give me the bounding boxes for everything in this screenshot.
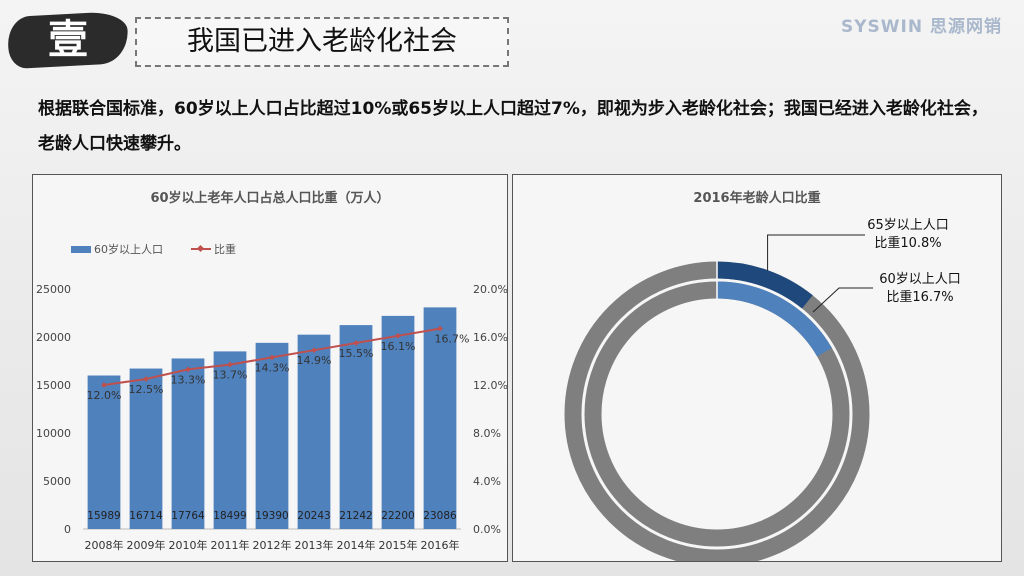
x-tick-label: 2012年 <box>253 538 292 552</box>
x-tick-label: 2009年 <box>127 538 166 552</box>
bar <box>423 307 457 529</box>
section-number: 壹 <box>48 16 88 63</box>
callout-60: 60岁以上人口 比重16.7% <box>865 271 975 307</box>
legend-bar-label: 60岁以上人口 <box>94 243 163 256</box>
y2-tick-label: 0.0% <box>473 523 501 536</box>
y-tick-label: 5000 <box>43 475 71 488</box>
ratio-point <box>395 332 401 339</box>
x-tick-label: 2016年 <box>421 538 460 552</box>
y2-tick-label: 8.0% <box>473 427 501 440</box>
bar <box>339 325 373 529</box>
ratio-value-label: 15.5% <box>339 347 374 360</box>
ratio-point <box>311 347 317 354</box>
ratio-value-label: 12.0% <box>87 389 122 402</box>
y-tick-label: 0 <box>64 523 71 536</box>
callout-60-line1: 60岁以上人口 <box>879 272 961 287</box>
bar-value-label: 18499 <box>213 510 246 522</box>
legend-line-swatch <box>191 248 211 250</box>
ratio-point <box>269 354 275 361</box>
bar-value-label: 22200 <box>381 510 414 522</box>
ratio-value-label: 13.3% <box>171 373 206 386</box>
x-tick-label: 2008年 <box>85 538 124 552</box>
ratio-value-label: 16.1% <box>381 340 416 353</box>
bar <box>381 315 415 529</box>
callout-65-line2: 比重10.8% <box>874 236 942 251</box>
ring-slice-65 <box>716 261 813 309</box>
bar-value-label: 20243 <box>297 510 330 522</box>
bar <box>87 375 121 529</box>
ring-background <box>564 261 870 561</box>
y2-tick-label: 12.0% <box>473 379 507 392</box>
bar <box>171 358 205 529</box>
ratio-value-label: 13.7% <box>213 369 248 382</box>
page-title: 我国已进入老龄化社会 <box>187 26 457 57</box>
ratio-value-label: 12.5% <box>129 383 164 396</box>
bar-value-label: 21242 <box>339 510 372 522</box>
x-tick-label: 2015年 <box>379 538 418 552</box>
y-tick-label: 10000 <box>36 427 71 440</box>
y-tick-label: 25000 <box>36 283 71 296</box>
legend-bar-swatch <box>71 245 91 253</box>
x-tick-label: 2011年 <box>211 538 250 552</box>
ratio-value-label: 14.3% <box>255 361 290 374</box>
callout-65: 65岁以上人口 比重10.8% <box>853 217 963 253</box>
donut-chart-title: 2016年老龄人口比重 <box>693 191 821 206</box>
x-tick-label: 2010年 <box>169 538 208 552</box>
leader-line-60 <box>812 287 873 313</box>
bar-chart-panel: 60岁以上老年人口占总人口比重（万人） 60岁以上人口 比重 0 5000 10000… <box>32 174 508 562</box>
ratio-point <box>185 366 191 373</box>
y2-tick-label: 16.0% <box>473 331 507 344</box>
callout-65-line1: 65岁以上人口 <box>867 218 949 233</box>
x-tick-label: 2013年 <box>295 538 334 552</box>
bar-chart-legend: 60岁以上人口 比重 <box>71 241 236 257</box>
ratio-value-label: 14.9% <box>297 354 332 367</box>
callout-60-line2: 比重16.7% <box>886 290 954 305</box>
intro-text: 根据联合国标准，60岁以上人口占比超过10%或65岁以上人口超过7%，即视为步入… <box>38 99 988 154</box>
bar <box>129 368 163 529</box>
bar-value-label: 19390 <box>255 510 288 522</box>
leader-line-65 <box>767 234 865 271</box>
legend-line-label: 比重 <box>214 243 236 256</box>
brand-logo: SYSWIN 思源网销 <box>840 17 1002 37</box>
y2-tick-label: 4.0% <box>473 475 501 488</box>
ratio-point <box>437 325 443 332</box>
y2-tick-label: 20.0% <box>473 283 507 296</box>
bar <box>297 334 331 529</box>
bar-value-label: 17764 <box>171 510 205 522</box>
ratio-point <box>353 340 359 346</box>
ring-slice-60 <box>716 281 832 357</box>
ratio-value-label: 16.7% <box>435 333 470 346</box>
y-tick-label: 20000 <box>36 331 71 344</box>
donut-chart-panel: 2016年老龄人口比重 65岁以上人口 比重10.8% 60岁以上人口 比重16… <box>512 174 1002 562</box>
bar <box>213 351 247 529</box>
donut-chart-svg <box>564 234 873 561</box>
bar-value-label: 15989 <box>87 510 120 522</box>
bar <box>255 342 289 529</box>
y-tick-label: 15000 <box>36 379 71 392</box>
bar-chart-title: 60岁以上老年人口占总人口比重（万人） <box>150 191 390 206</box>
title-box: 我国已进入老龄化社会 <box>135 17 509 67</box>
bar-chart-svg: 0 5000 10000 15000 20000 25000 0.0% 4.0% 8.0% 12.… <box>36 283 507 552</box>
bar-value-label: 16714 <box>129 510 163 522</box>
ratio-point <box>143 376 149 382</box>
ratio-point <box>101 382 107 388</box>
bar-value-label: 23086 <box>423 510 457 522</box>
ratio-point <box>227 361 233 368</box>
x-tick-label: 2014年 <box>337 538 376 552</box>
